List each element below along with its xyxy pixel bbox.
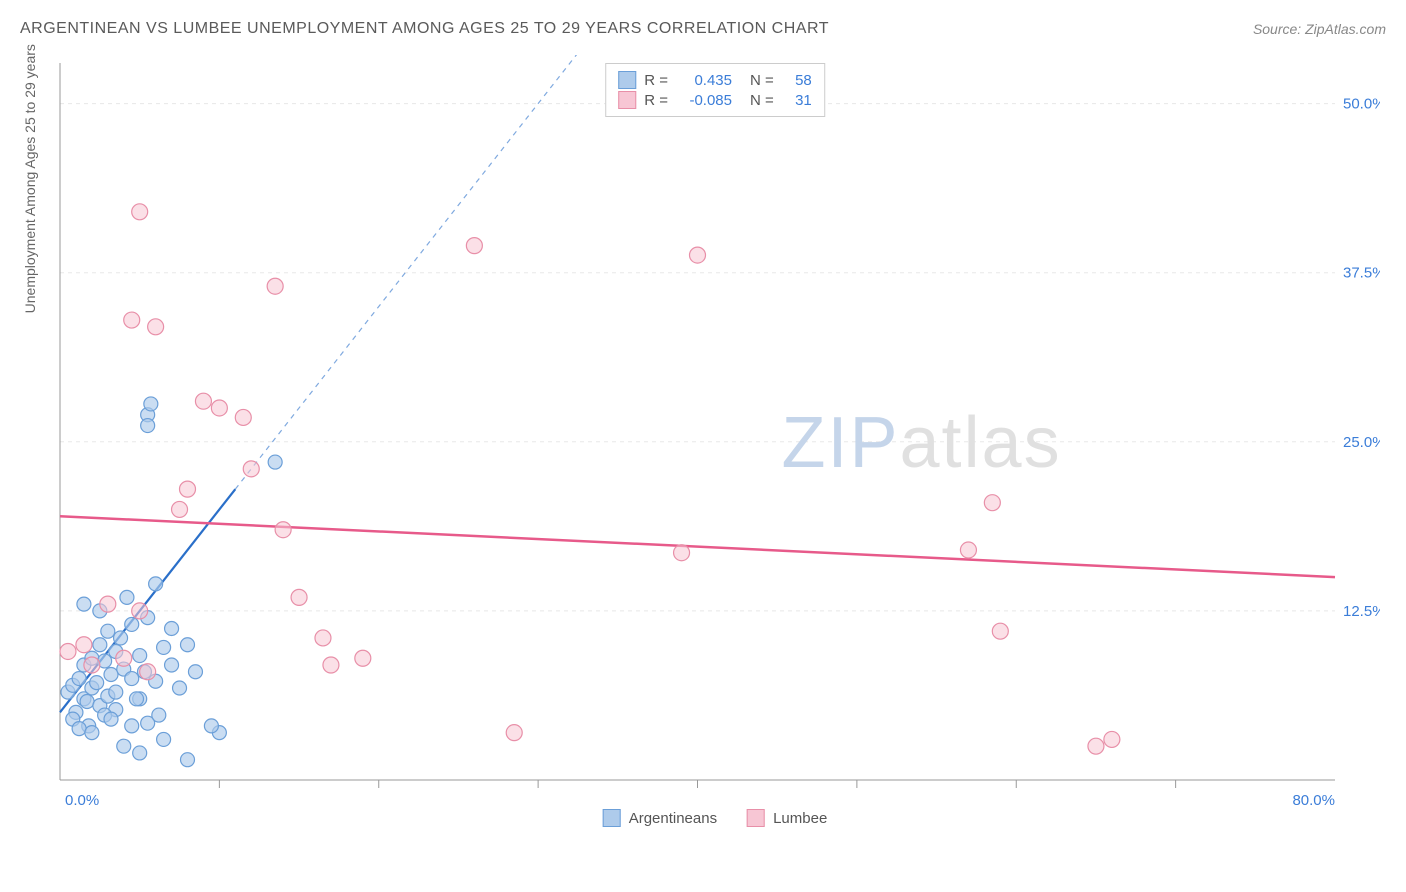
y-axis-label: Unemployment Among Ages 25 to 29 years [22, 44, 38, 313]
legend-item: Lumbee [747, 809, 827, 827]
series-legend: Argentineans Lumbee [603, 809, 828, 827]
stat-n-label: N = [750, 92, 774, 109]
stat-r-value: 0.435 [676, 72, 732, 89]
svg-text:12.5%: 12.5% [1343, 603, 1380, 620]
stat-n-value: 58 [782, 72, 812, 89]
svg-text:50.0%: 50.0% [1343, 96, 1380, 113]
legend-label: Lumbee [773, 810, 827, 827]
stat-n-value: 31 [782, 92, 812, 109]
stats-row: R = 0.435 N = 58 [618, 70, 812, 90]
stat-swatch [618, 91, 636, 109]
stats-row: R = -0.085 N = 31 [618, 90, 812, 110]
stat-swatch [618, 71, 636, 89]
stat-r-label: R = [644, 72, 668, 89]
legend-swatch [747, 809, 765, 827]
correlation-stats-box: R = 0.435 N = 58 R = -0.085 N = 31 [605, 63, 825, 117]
stat-r-value: -0.085 [676, 92, 732, 109]
svg-text:0.0%: 0.0% [65, 792, 99, 809]
svg-text:25.0%: 25.0% [1343, 434, 1380, 451]
scatter-plot: 12.5% 25.0% 37.5% 50.0% 0.0% 80.0% [50, 55, 1380, 825]
legend-label: Argentineans [629, 810, 717, 827]
chart-container: Unemployment Among Ages 25 to 29 years 1… [50, 55, 1380, 825]
svg-text:37.5%: 37.5% [1343, 265, 1380, 282]
stat-n-label: N = [750, 72, 774, 89]
legend-item: Argentineans [603, 809, 717, 827]
legend-swatch [603, 809, 621, 827]
chart-title: ARGENTINEAN VS LUMBEE UNEMPLOYMENT AMONG… [20, 20, 829, 38]
svg-text:80.0%: 80.0% [1292, 792, 1335, 809]
stat-r-label: R = [644, 92, 668, 109]
source-label: Source: ZipAtlas.com [1253, 21, 1386, 37]
